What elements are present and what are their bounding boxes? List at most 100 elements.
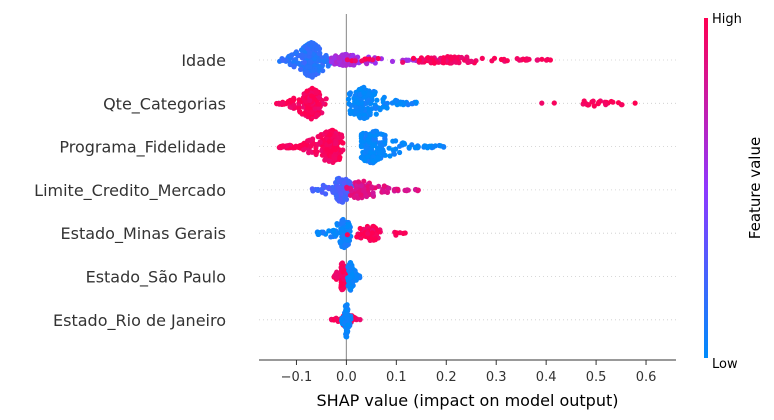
- colorbar-title: Feature value: [746, 137, 764, 239]
- shap-point: [358, 86, 364, 92]
- shap-point: [504, 58, 510, 64]
- shap-point: [293, 50, 299, 56]
- shap-point: [346, 178, 352, 184]
- shap-point: [302, 110, 308, 116]
- shap-point: [362, 157, 368, 164]
- shap-point: [516, 57, 523, 63]
- shap-point: [337, 154, 343, 160]
- shap-point: [280, 100, 286, 106]
- shap-point: [306, 150, 312, 156]
- shap-point: [288, 52, 294, 59]
- shap-point: [339, 134, 345, 140]
- shap-point: [375, 55, 381, 62]
- shap-point: [384, 105, 390, 111]
- shap-point: [357, 225, 363, 232]
- shap-point: [327, 132, 333, 138]
- shap-point: [364, 154, 370, 160]
- shap-point: [361, 115, 367, 121]
- shap-point: [338, 282, 344, 288]
- x-tick-label: 0.4: [536, 370, 557, 385]
- shap-point: [338, 265, 345, 271]
- feature-label: Limite_Credito_Mercado: [34, 181, 226, 201]
- shap-point: [374, 97, 380, 103]
- shap-point: [314, 149, 320, 155]
- shap-point: [406, 57, 412, 63]
- shap-point: [284, 143, 290, 149]
- shap-point: [372, 133, 378, 139]
- shap-point: [343, 307, 349, 313]
- x-tick-label: 0.5: [586, 370, 607, 385]
- shap-point: [344, 329, 350, 335]
- shap-point: [387, 153, 393, 159]
- shap-point: [458, 55, 465, 61]
- shap-point: [336, 178, 342, 184]
- shap-point: [539, 56, 545, 62]
- shap-point: [586, 102, 592, 108]
- shap-point: [319, 186, 325, 192]
- shap-point: [344, 316, 351, 322]
- shap-point: [394, 230, 400, 236]
- shap-point: [316, 101, 322, 107]
- shap-point: [551, 100, 557, 106]
- shap-point: [313, 89, 319, 96]
- shap-point: [358, 183, 364, 189]
- shap-point: [317, 139, 323, 145]
- shap-point: [276, 100, 282, 106]
- shap-point: [339, 52, 345, 58]
- shap-point: [410, 55, 417, 62]
- shap-point: [353, 104, 359, 110]
- shap-point: [431, 60, 437, 66]
- shap-point: [309, 109, 315, 115]
- shap-point: [331, 145, 337, 151]
- shap-point: [359, 100, 365, 106]
- shap-point: [406, 144, 412, 150]
- shap-point: [307, 59, 313, 65]
- shap-point: [307, 97, 313, 104]
- shap-point: [320, 229, 326, 235]
- colorbar: High Low Feature value: [704, 12, 764, 372]
- shap-point: [340, 185, 346, 191]
- shap-point: [316, 50, 322, 57]
- shap-point: [425, 55, 431, 61]
- shap-point: [321, 58, 328, 64]
- shap-point: [344, 237, 350, 243]
- shap-point: [328, 234, 334, 240]
- shap-point: [314, 46, 320, 52]
- shap-point: [326, 139, 333, 145]
- shap-point: [354, 272, 360, 278]
- shap-point: [347, 227, 353, 234]
- shap-point: [336, 55, 342, 61]
- x-tick-label: 0.6: [636, 370, 657, 385]
- feature-labels: Idade Qte_Categorias Programa_Fidelidade Li…: [34, 51, 226, 331]
- shap-point: [331, 227, 337, 233]
- x-axis-ticks: −0.1 0.0 0.1 0.2 0.3 0.4 0.5 0.6: [281, 360, 657, 385]
- shap-point: [334, 275, 340, 281]
- shap-point: [395, 186, 401, 192]
- shap-point: [479, 55, 485, 62]
- shap-point: [305, 138, 311, 144]
- shap-point: [309, 85, 315, 91]
- shap-point: [316, 95, 323, 101]
- shap-point: [369, 184, 375, 190]
- shap-point: [377, 150, 383, 156]
- shap-point: [393, 138, 399, 144]
- shap-point: [331, 133, 337, 139]
- shap-point: [306, 72, 312, 78]
- shap-point: [336, 185, 342, 191]
- shap-point: [345, 322, 351, 328]
- shap-point: [498, 56, 504, 63]
- shap-point: [368, 149, 374, 155]
- shap-points: [274, 40, 638, 340]
- shap-point: [304, 105, 311, 111]
- shap-point: [322, 157, 328, 163]
- x-tick-label: 0.2: [436, 370, 457, 385]
- shap-point: [316, 134, 322, 140]
- shap-point: [397, 101, 403, 107]
- shap-point: [373, 111, 379, 117]
- shap-point: [291, 63, 297, 69]
- shap-point: [352, 58, 358, 64]
- shap-point: [333, 140, 339, 147]
- shap-point: [329, 187, 336, 193]
- shap-point: [307, 64, 313, 70]
- shap-point: [377, 142, 383, 148]
